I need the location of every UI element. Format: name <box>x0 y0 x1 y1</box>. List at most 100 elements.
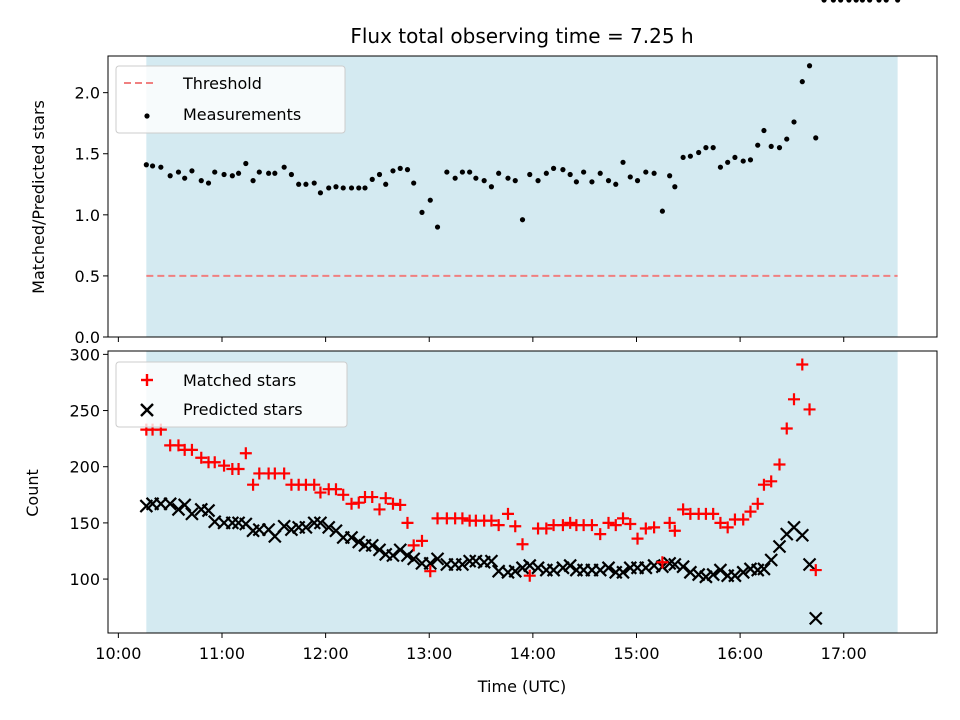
predicted-star-point <box>639 561 653 575</box>
predicted-star-point <box>668 557 682 572</box>
matched-star-point <box>278 467 291 480</box>
measurement-point <box>876 0 882 3</box>
measurement-point <box>182 175 188 181</box>
bottom-x-tick-label: 16:00 <box>717 644 763 663</box>
predicted-star-point <box>321 520 336 535</box>
measurement-point <box>717 164 724 170</box>
measurement-point <box>747 157 754 163</box>
measurement-point <box>189 168 195 174</box>
matched-star-point <box>809 564 822 577</box>
measurement-point <box>397 165 403 171</box>
predicted-star-point <box>484 554 499 568</box>
top-y-tick-label: 0.5 <box>75 267 100 286</box>
measurements-legend-swatch <box>144 113 150 119</box>
matched-star-point <box>208 456 221 469</box>
measurement-point <box>362 185 368 191</box>
top-panel: 0.00.51.01.52.0 Matched/Predicted stars … <box>29 0 938 347</box>
measurement-point <box>710 145 716 151</box>
measurement-point <box>859 0 865 3</box>
predicted-star-point <box>802 557 817 572</box>
measurement-point <box>680 154 686 161</box>
matched-star-point <box>239 447 252 460</box>
predicted-star-point <box>365 538 380 553</box>
matched-star-point <box>540 522 553 535</box>
predicted-star-point <box>522 558 537 573</box>
measurement-point <box>303 181 309 187</box>
top-legend: Threshold Measurements <box>115 65 346 134</box>
matched-star-point <box>757 478 770 491</box>
matched-star-point <box>773 458 786 471</box>
matched-star-point <box>663 516 676 529</box>
measurement-point <box>527 171 533 178</box>
measurement-point <box>732 154 738 161</box>
measurement-point <box>784 136 790 142</box>
predicted-star-point <box>386 548 400 563</box>
measurement-point <box>256 169 262 175</box>
predicted-star-point <box>593 563 607 577</box>
matched-star-point <box>765 475 778 488</box>
measurement-point <box>473 175 479 181</box>
measurement-point <box>740 158 746 164</box>
predicted-star-point <box>764 553 778 567</box>
measurement-point <box>356 185 362 191</box>
top-y-tick-label: 1.0 <box>75 206 100 225</box>
predicted-star-point <box>772 539 787 554</box>
top-y-tick-label: 2.0 <box>75 84 100 103</box>
predicted-star-point <box>508 564 523 578</box>
matched-star-point <box>509 520 522 533</box>
bottom-x-tick-label: 13:00 <box>406 644 452 663</box>
measurement-point <box>444 169 450 175</box>
measurement-point <box>311 180 317 186</box>
measurement-point <box>158 164 164 170</box>
matched-star-point <box>424 565 437 578</box>
predicted-star-point <box>683 565 698 580</box>
top-legend-box <box>115 65 346 134</box>
measurement-point <box>613 181 619 187</box>
measurement-point <box>411 180 417 186</box>
measurement-point <box>687 153 693 159</box>
matched-star-point <box>721 521 734 534</box>
predicted-star-point <box>728 568 742 583</box>
predicted-star-point <box>795 528 810 543</box>
measurement-point <box>376 171 383 178</box>
matched-star-point <box>751 497 764 510</box>
measurement-point <box>830 0 836 3</box>
predicted-star-point <box>277 519 291 534</box>
top-axes-frame <box>107 55 938 338</box>
predicted-star-point <box>177 498 192 512</box>
measurement-point <box>573 179 579 185</box>
matched-star-point <box>366 491 379 504</box>
predicted-star-point <box>531 561 545 575</box>
bottom-y-axis-label: Count <box>23 469 42 517</box>
matched-star-point <box>379 492 392 505</box>
measurements-legend-label: Measurements <box>183 105 301 124</box>
matched-star-point <box>556 519 569 532</box>
measurement-point <box>496 170 502 176</box>
measurement-point <box>488 184 495 190</box>
measurement-point <box>404 167 411 173</box>
predicted-star-point <box>706 567 720 582</box>
measurement-point <box>326 185 332 191</box>
top-y-axis-label: Matched/Predicted stars <box>29 100 48 294</box>
measurement-point <box>235 170 242 176</box>
measurement-point <box>560 167 566 173</box>
matched-star-point <box>714 516 727 529</box>
measurement-point <box>659 208 665 214</box>
bottom-legend: Matched stars Predicted stars <box>115 361 348 428</box>
matched-star-point <box>737 513 750 526</box>
measurement-point <box>390 168 396 174</box>
predicted-star-point <box>423 556 438 571</box>
measurement-point <box>838 0 844 3</box>
predicted-star-point <box>406 552 421 566</box>
matched-star-point <box>314 486 327 499</box>
predicted-legend-swatch <box>140 403 154 417</box>
measurement-point <box>434 224 441 230</box>
measurement-point <box>250 178 256 184</box>
measurement-point <box>883 0 889 3</box>
predicted-star-point <box>601 561 616 575</box>
measurement-point <box>867 0 873 3</box>
bottom-y-axis: 100 150 200 250 300 <box>69 345 108 589</box>
measurement-point <box>348 185 355 191</box>
top-y-axis: 0.0 0.5 1.0 1.5 2.0 <box>75 84 108 347</box>
